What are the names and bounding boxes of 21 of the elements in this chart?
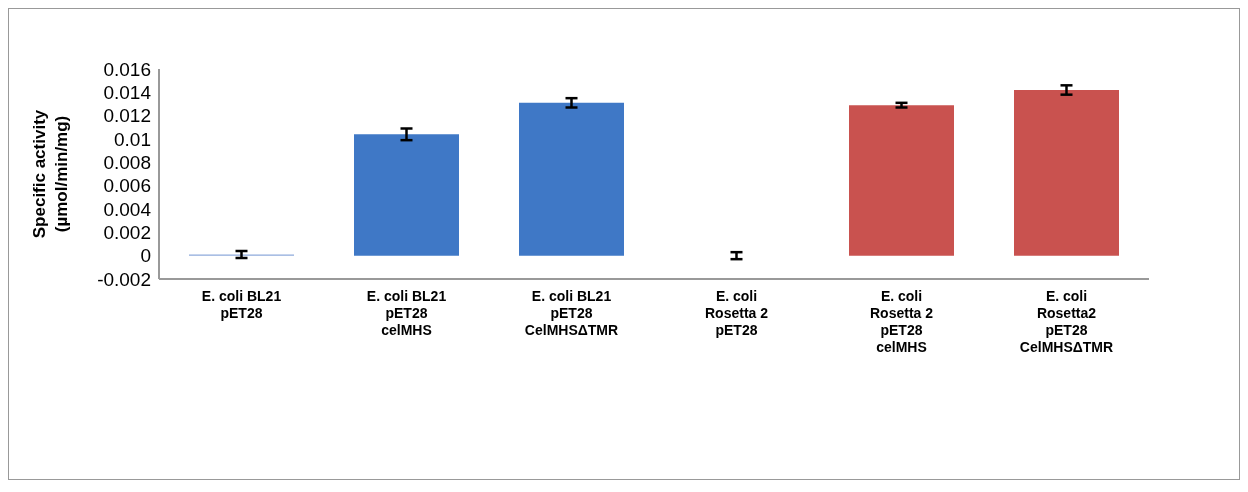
bar <box>354 134 459 256</box>
y-tick-label: 0.008 <box>103 152 151 174</box>
x-tick-label: E. coli BL21 pET28 CelMHSΔTMR <box>524 288 619 338</box>
y-tick-label: -0.002 <box>97 268 151 290</box>
x-tick-label: E. coli Rosetta 2 pET28 celMHS <box>869 288 934 355</box>
bar <box>519 102 624 256</box>
x-tick-label: E. coli Rosetta 2 pET28 <box>704 288 769 338</box>
y-tick-label: 0.004 <box>103 198 152 220</box>
y-tick-label: 0.012 <box>103 105 151 127</box>
x-tick-label: E. coli BL21 pET28 celMHS <box>366 288 447 338</box>
y-tick-label: 0.01 <box>114 128 151 150</box>
x-tick-label: E. coli BL21 pET28 <box>201 288 282 321</box>
bar <box>1014 90 1119 256</box>
bar <box>849 105 954 256</box>
y-tick-label: 0.002 <box>103 222 151 244</box>
y-tick-label: 0.014 <box>103 82 152 104</box>
y-tick-label: 0 <box>140 245 151 267</box>
x-tick-label: E. coli Rosetta2 pET28 CelMHSΔTMR <box>1019 288 1114 355</box>
y-tick-label: 0.006 <box>103 175 151 197</box>
y-tick-label: 0.016 <box>103 58 151 80</box>
y-axis-title: Specific activity (µmol/min/mg) <box>30 109 71 239</box>
